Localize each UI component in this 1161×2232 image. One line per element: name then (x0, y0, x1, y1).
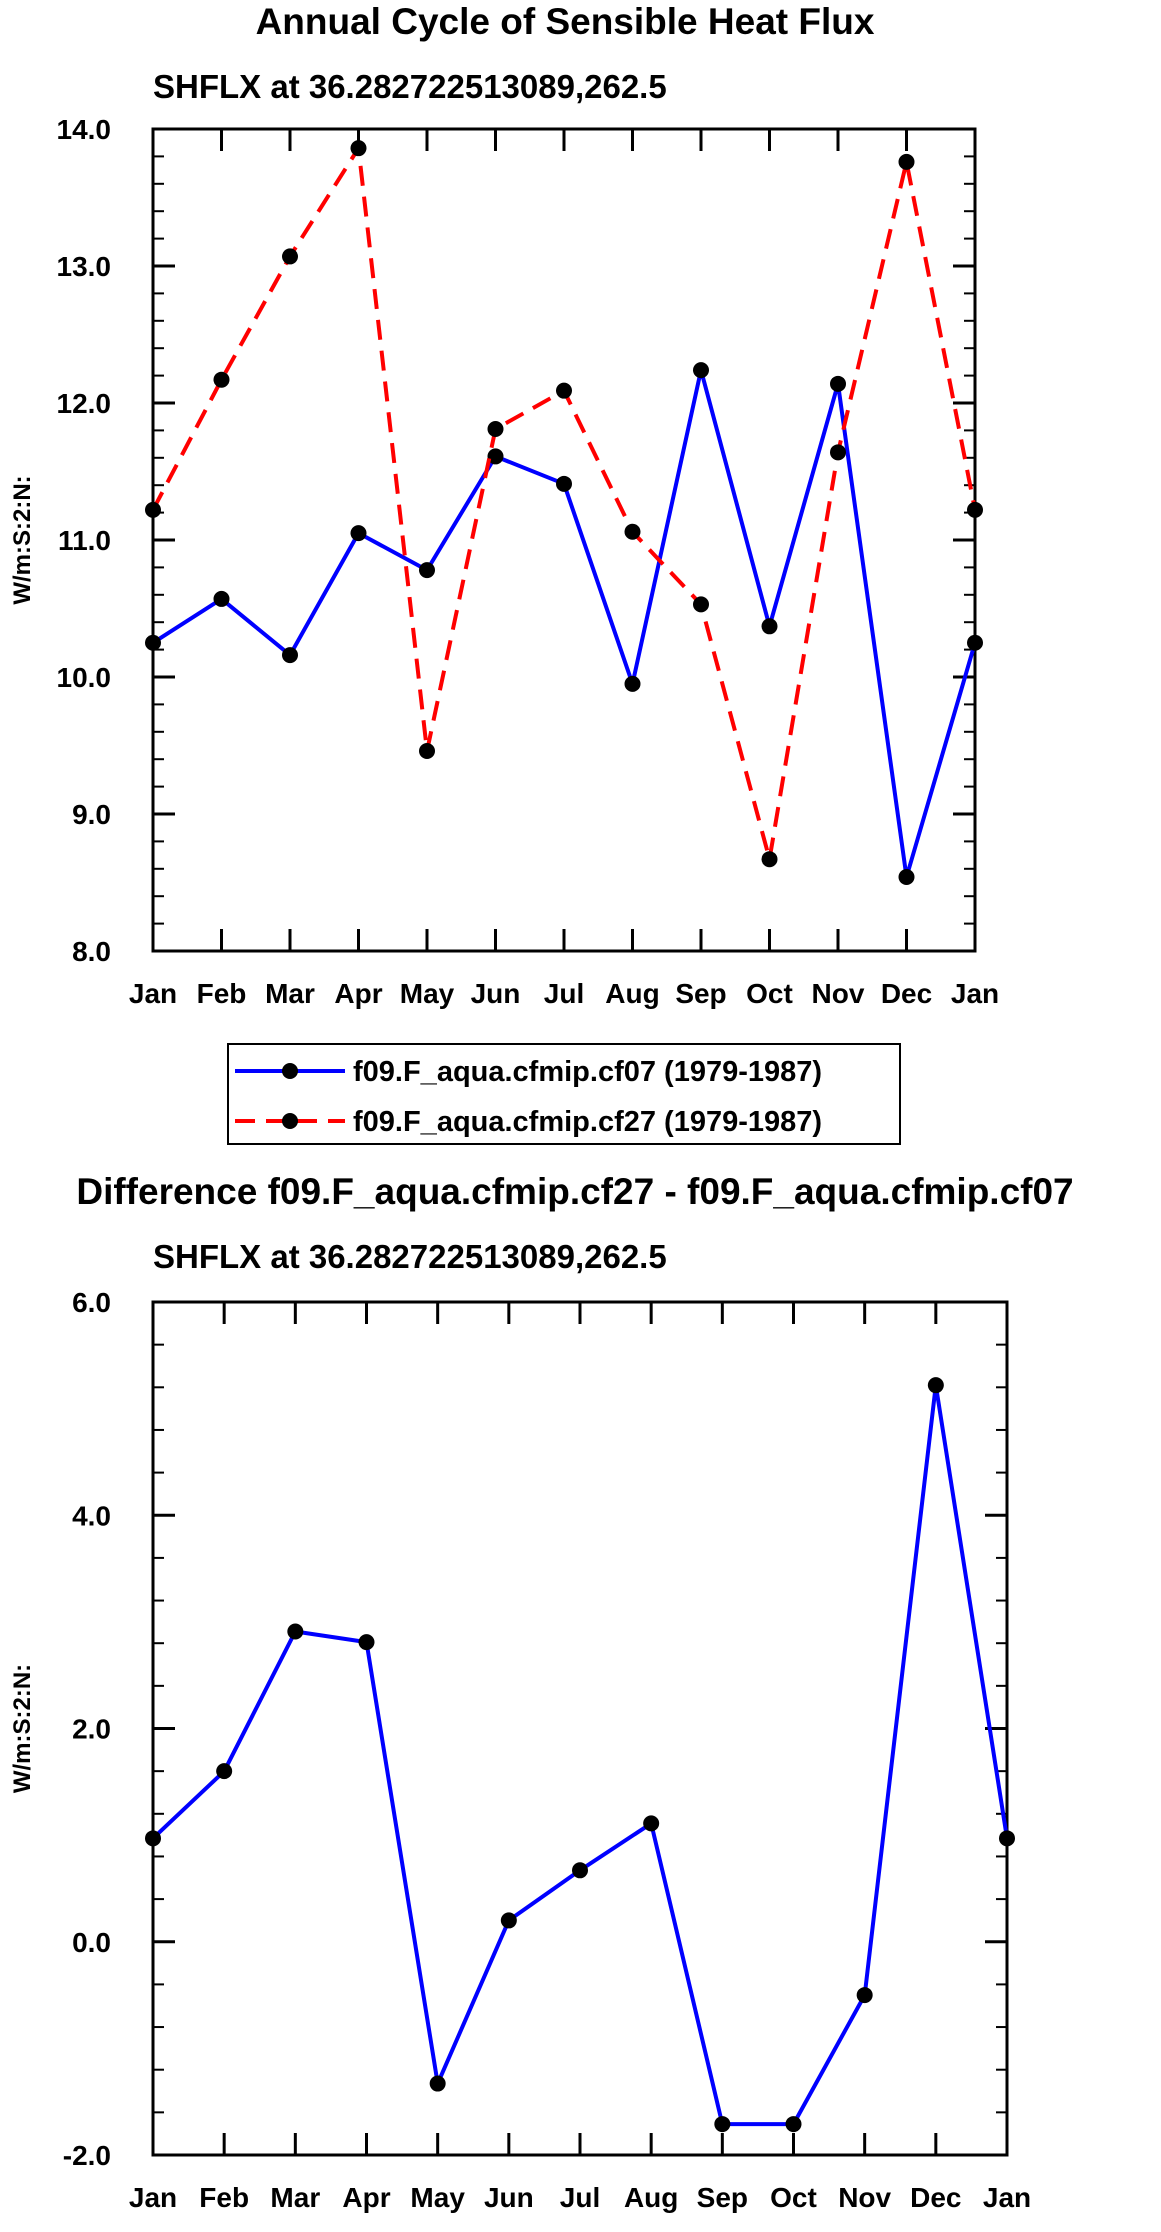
chart-2-series-1-point (216, 1763, 233, 1780)
chart-2-ylabel: W/m:S:2:N: (9, 1664, 36, 1793)
chart-2-xtick-label: Sep (697, 2182, 748, 2213)
chart-2-ytick-label: -2.0 (63, 2140, 111, 2171)
chart-2-series-1-point (999, 1830, 1015, 1847)
chart-2-series-1-point (500, 1912, 517, 1929)
chart-2-series-1-point (714, 2116, 731, 2133)
chart-2-xtick-label: Oct (770, 2182, 817, 2213)
chart-1-series-1-point (898, 869, 915, 886)
chart-2-ytick-label: 0.0 (72, 1927, 111, 1958)
chart-2-series-1-line (151, 1383, 1009, 2127)
chart-1-xtick-label: Aug (605, 978, 659, 1009)
chart-1-series-2-point (556, 382, 572, 399)
chart-2-xtick-label: May (410, 2182, 465, 2213)
chart-2-xtick-label: Jun (484, 2182, 534, 2213)
chart-2-xtick-label: Jan (129, 2182, 177, 2213)
chart-1-series-1-point (282, 647, 298, 664)
chart-1-series-2-point (624, 523, 641, 540)
chart-2-xtick-label: Jul (560, 2182, 600, 2213)
chart-1-ytick-label: 13.0 (57, 251, 112, 282)
chart-1-ytick-label: 9.0 (72, 799, 111, 830)
chart-1-ytick-label: 10.0 (57, 662, 112, 693)
legend-label-2: f09.F_aqua.cfmip.cf27 (1979-1987) (353, 1106, 822, 1138)
chart-1-series-1-point (761, 618, 778, 635)
chart-2-series-1-point (927, 1377, 944, 1394)
chart-2-ytick-label: 6.0 (72, 1287, 111, 1318)
chart-1-plot-frame (151, 127, 977, 953)
chart-1-ytick-label: 8.0 (72, 936, 111, 967)
chart-2-plot-frame (151, 1300, 1009, 2157)
chart-1-series-2-point (145, 501, 161, 518)
chart-2-xtick-label: Dec (910, 2182, 961, 2213)
chart-1-ytick-label: 14.0 (57, 114, 112, 145)
chart-1-xtick-label: Feb (197, 978, 247, 1009)
chart-2-ytick-label: 4.0 (72, 1500, 111, 1531)
chart-1-series-2-point (213, 371, 230, 388)
chart-2-series-1-point (643, 1815, 660, 1832)
chart-1-title: Annual Cycle of Sensible Heat Flux (256, 1, 875, 42)
chart-1-series-1-point (624, 675, 641, 692)
chart-2-title: Difference f09.F_aqua.cfmip.cf27 - f09.F… (76, 1171, 1073, 1212)
chart-1-series-2-point (350, 140, 367, 157)
chart-2-subtitle: SHFLX at 36.282722513089,262.5 (153, 1238, 667, 1275)
chart-2-xtick-label: Mar (270, 2182, 320, 2213)
legend-box (227, 1043, 901, 1145)
chart-1-series-1-point (419, 562, 435, 579)
chart-1-xtick-label: Sep (675, 978, 726, 1009)
chart-1-series-2-point (487, 421, 504, 438)
chart-1-series-2-point (898, 153, 915, 170)
chart-2-ytick-label: 2.0 (72, 1714, 111, 1745)
chart-2-xtick-label: Feb (199, 2182, 249, 2213)
chart-1-xtick-label: May (400, 978, 455, 1009)
legend-marker-1 (282, 1063, 298, 1079)
chart-1-series-2-point (693, 596, 709, 613)
chart-1-series-1-point (693, 362, 709, 379)
chart-2-xtick-label: Apr (342, 2182, 390, 2213)
chart-1-series-2-line (151, 146, 977, 862)
chart-2-series-1-point (287, 1623, 304, 1640)
chart-2-series-1-point (785, 2116, 802, 2133)
chart-2-series-1-point (358, 1634, 375, 1651)
chart-1-series-2-point (761, 851, 778, 868)
chart-1-xtick-label: Dec (881, 978, 932, 1009)
chart-1-series-2-point (967, 501, 983, 518)
chart-1-xtick-label: Apr (334, 978, 382, 1009)
legend-marker-2 (282, 1113, 298, 1129)
chart-1-xtick-label: Mar (265, 978, 315, 1009)
chart-1-plot: 8.0 9.0 10.0 11.0 12.0 13.0 14.0 Jan Feb Mar Apr Ma… (9, 114, 999, 1009)
chart-2-series-1-point (572, 1862, 588, 1879)
chart-1-xtick-label: Jul (544, 978, 584, 1009)
chart-1-series-1-point (350, 525, 367, 542)
chart-1-series-1-line (151, 368, 977, 879)
chart-1-series-1-point (556, 475, 572, 492)
chart-1-series-1-point (145, 634, 161, 651)
chart-1-series-1-point (967, 634, 983, 651)
chart-1-series-1-point (487, 448, 504, 465)
chart-2-xtick-label: Aug (624, 2182, 678, 2213)
chart-2-series-1-point (856, 1987, 873, 2004)
chart-1-ytick-label: 11.0 (58, 525, 111, 556)
chart-1-series-1-point (830, 375, 846, 392)
chart-1-xtick-label: Nov (812, 978, 865, 1009)
chart-1-series-2-point (830, 444, 846, 461)
chart-1-xtick-label: Jan (129, 978, 177, 1009)
chart-1-series-2-point (282, 248, 298, 265)
chart-1-series-2-point (419, 742, 435, 759)
chart-1-xtick-label: Jan (951, 978, 999, 1009)
chart-2-series-1-point (429, 2075, 446, 2092)
chart-1-xtick-label: Jun (471, 978, 521, 1009)
chart-2-xtick-label: Nov (838, 2182, 891, 2213)
legend-label-1: f09.F_aqua.cfmip.cf07 (1979-1987) (353, 1056, 822, 1088)
chart-1-legend: f09.F_aqua.cfmip.cf07 (1979-1987) f09.F_a… (227, 1043, 901, 1145)
chart-2-series-1-point (145, 1830, 161, 1847)
chart-1-ylabel: W/m:S:2:N: (9, 475, 36, 604)
chart-2-xtick-label: Jan (983, 2182, 1031, 2213)
chart-1-ytick-label: 12.0 (57, 388, 112, 419)
chart-1-series-1-point (213, 590, 230, 607)
chart-1-subtitle: SHFLX at 36.282722513089,262.5 (153, 68, 667, 105)
chart-2-plot: -2.0 0.0 2.0 4.0 6.0 Jan Feb Mar Apr May Jun Jul Aug… (9, 1287, 1031, 2213)
chart-1-xtick-label: Oct (746, 978, 793, 1009)
